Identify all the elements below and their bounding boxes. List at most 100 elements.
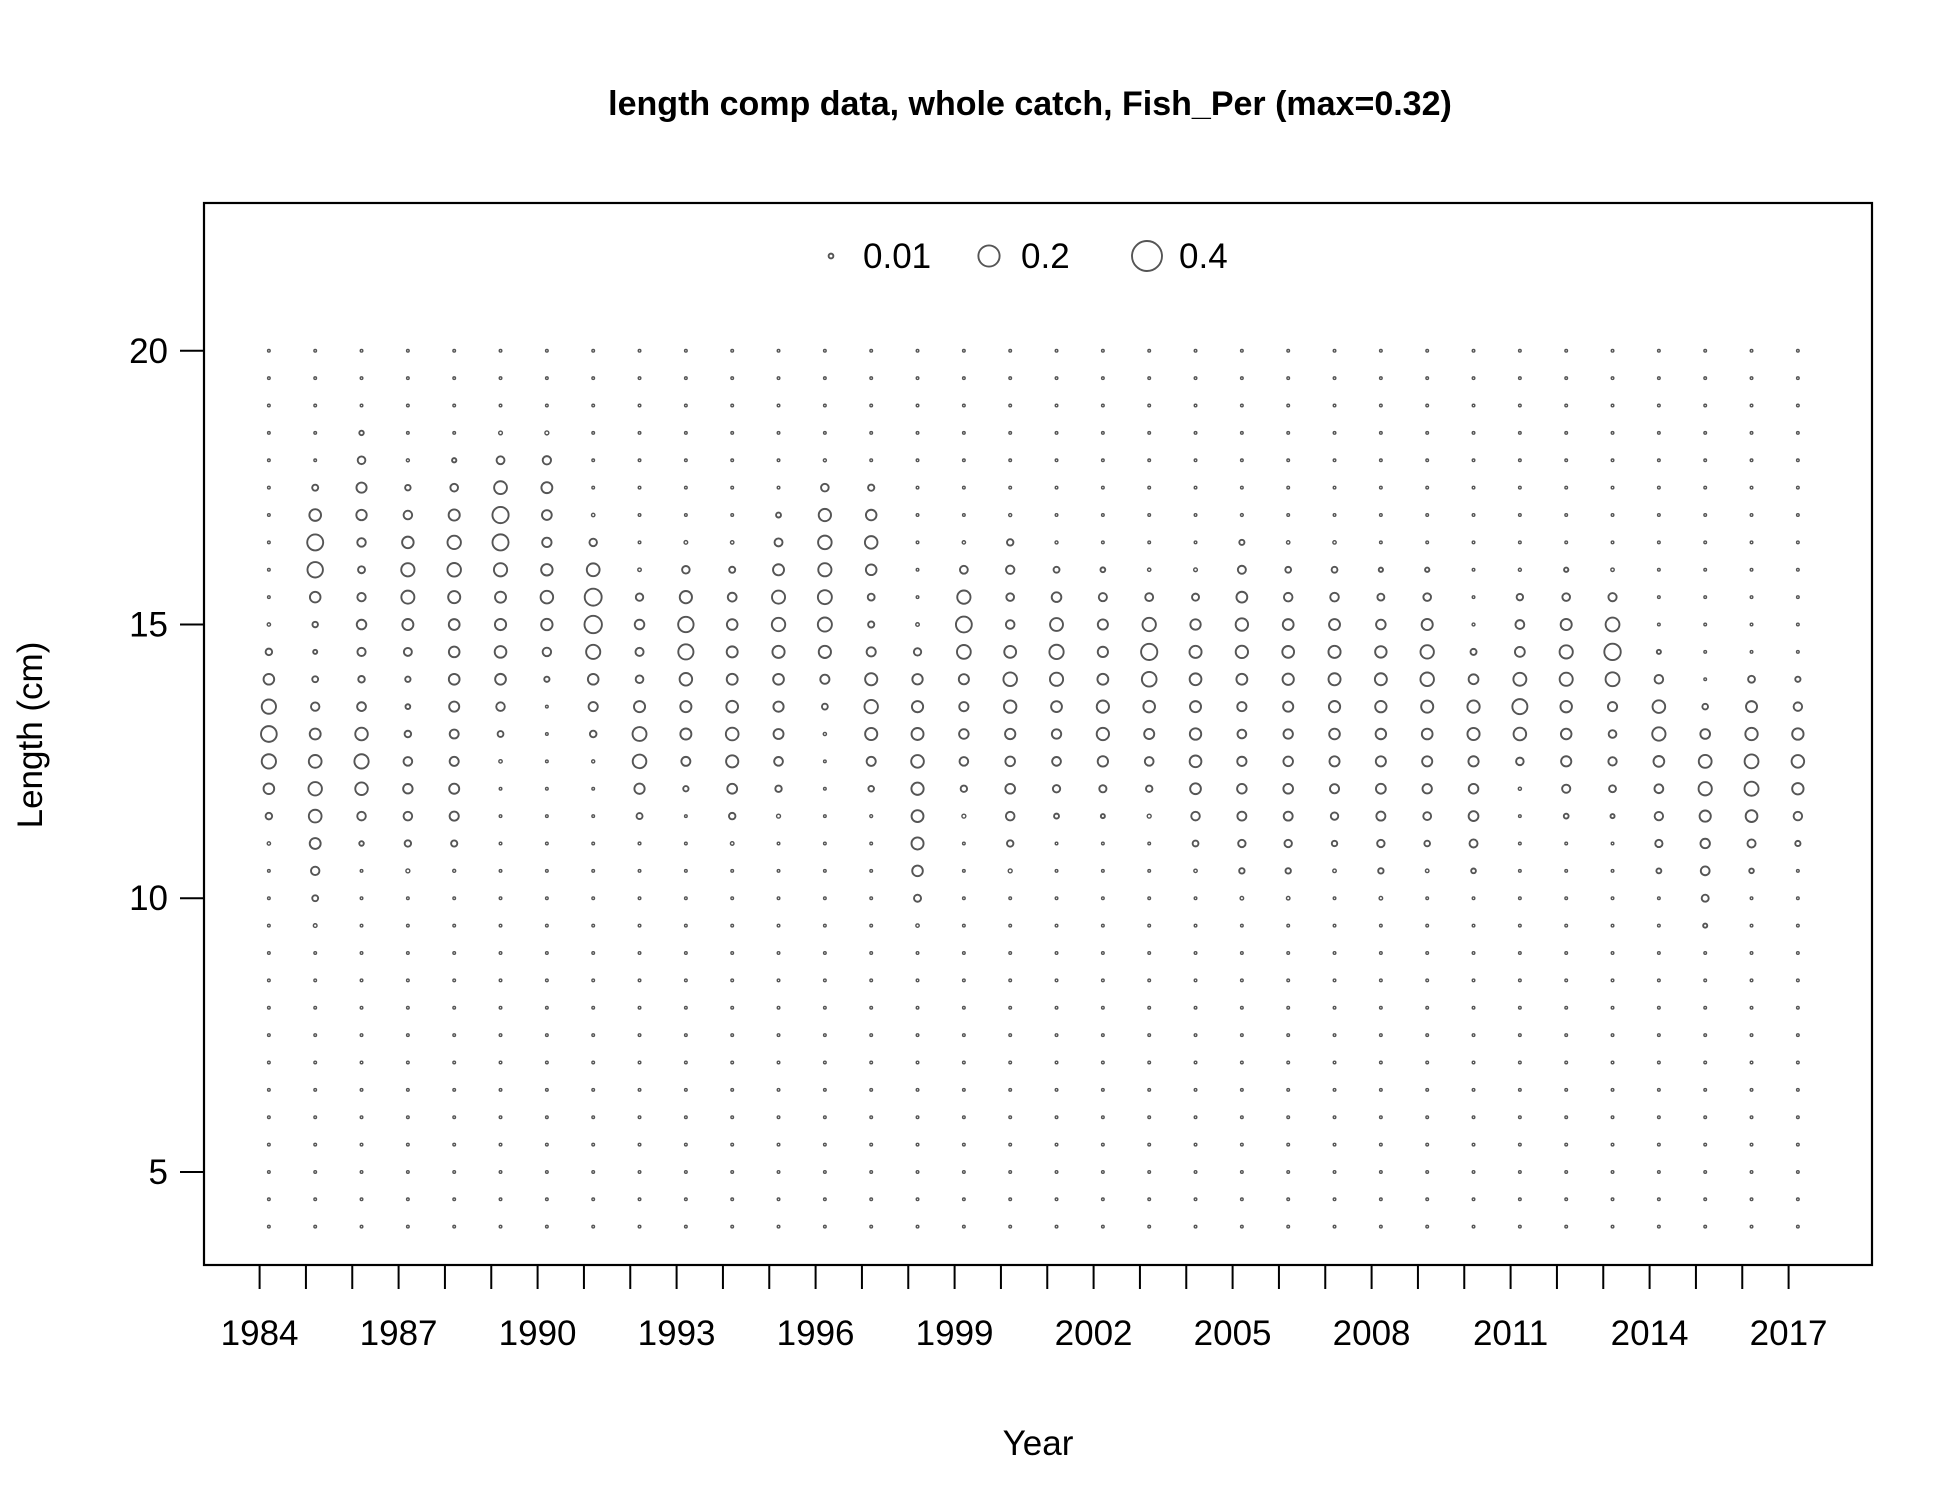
bubble-point [1286, 978, 1291, 983]
bubble-point [1098, 784, 1108, 794]
bubble-point [1792, 701, 1804, 712]
bubble-point [1374, 700, 1388, 714]
bubble-point [869, 814, 874, 819]
bubble-point [1564, 403, 1569, 408]
bubble-point [869, 1005, 874, 1010]
bubble-point [1607, 756, 1618, 767]
bubble-point [867, 620, 876, 629]
bubble-point [1188, 727, 1203, 741]
bubble-point [1332, 1224, 1337, 1229]
bubble-point [452, 1087, 457, 1092]
bubble-point [1332, 950, 1337, 955]
bubble-point [1795, 868, 1800, 873]
bubble-point [915, 1060, 920, 1065]
bubble-point [1095, 699, 1110, 714]
bubble-point [1282, 755, 1294, 768]
bubble-point [775, 511, 782, 519]
bubble-point [402, 646, 413, 657]
bubble-point [822, 403, 827, 408]
bubble-point [683, 513, 688, 518]
bubble-point [637, 376, 642, 381]
bubble-point [1239, 458, 1244, 463]
bubble-point [1051, 756, 1062, 767]
bubble-point [822, 786, 827, 791]
bubble-point [1425, 896, 1430, 901]
bubble-point [1471, 1115, 1476, 1120]
bubble-point [1561, 783, 1572, 794]
bubble-point [1239, 1169, 1244, 1174]
bubble-point [1281, 618, 1295, 631]
bubble-point [591, 458, 596, 463]
bubble-point [683, 896, 688, 901]
bubble-point [266, 485, 271, 490]
bubble-point [1795, 1224, 1800, 1229]
bubble-point [869, 1115, 874, 1120]
bubble-point [1193, 540, 1198, 545]
bubble-point [869, 978, 874, 983]
bubble-point [1703, 540, 1708, 545]
bubble-point [1795, 458, 1800, 463]
bubble-point [1190, 810, 1201, 822]
bubble-point [1096, 672, 1110, 686]
bubble-point [1517, 458, 1522, 463]
bubble-point [1006, 839, 1015, 848]
bubble-point [915, 348, 920, 353]
bubble-point [1517, 1142, 1522, 1147]
bubble-point [915, 376, 920, 381]
bubble-point [776, 1197, 781, 1202]
bubble-point [498, 1224, 503, 1229]
bubble-point [1193, 1060, 1198, 1065]
bubble-point [1332, 896, 1337, 901]
bubble-point [730, 1142, 735, 1147]
bubble-point [1188, 754, 1203, 769]
bubble-point [631, 726, 648, 742]
bubble-point [1239, 950, 1244, 955]
bubble-point [1189, 700, 1202, 714]
bubble-point [1560, 755, 1573, 768]
bubble-point [446, 534, 462, 551]
bubble-point [915, 485, 920, 490]
bubble-point [1008, 1005, 1013, 1010]
bubble-point [1332, 923, 1337, 928]
bubble-point [540, 617, 554, 632]
bubble-point [637, 1224, 642, 1229]
bubble-point [1564, 923, 1569, 928]
bubble-point [911, 673, 924, 686]
bubble-point [864, 508, 878, 522]
bubble-point [915, 1087, 920, 1092]
bubble-point [1002, 671, 1018, 687]
bubble-point [1517, 950, 1522, 955]
bubble-point [631, 753, 648, 770]
bubble-point [678, 672, 694, 687]
bubble-point [776, 458, 781, 463]
bubble-point [776, 896, 781, 901]
bubble-point [683, 1224, 688, 1229]
bubble-point [961, 923, 966, 928]
bubble-point [1332, 1033, 1337, 1038]
bubble-point [1514, 619, 1526, 630]
bubble-point [498, 868, 503, 873]
bubble-point [1795, 485, 1800, 490]
bubble-point [498, 758, 503, 764]
bubble-point [910, 754, 925, 769]
bubble-point [1656, 567, 1661, 572]
bubble-point [1147, 513, 1152, 518]
bubble-point [266, 1087, 271, 1092]
bubble-point [961, 376, 966, 381]
bubble-point [635, 812, 644, 821]
bubble-point [771, 589, 787, 605]
bubble-point [1282, 728, 1294, 740]
bubble-point [822, 1224, 827, 1229]
bubble-point [354, 726, 369, 742]
legend-label: 0.4 [1179, 237, 1228, 276]
bubble-point [1239, 403, 1244, 408]
bubble-point [637, 841, 642, 846]
bubble-point [1517, 1087, 1522, 1092]
bubble-point [680, 755, 692, 767]
bubble-point [260, 753, 277, 770]
bubble-point [1517, 513, 1522, 518]
bubble-point [1517, 923, 1522, 928]
bubble-point [1610, 430, 1615, 435]
bubble-point [958, 564, 969, 575]
bubble-point [312, 923, 318, 929]
